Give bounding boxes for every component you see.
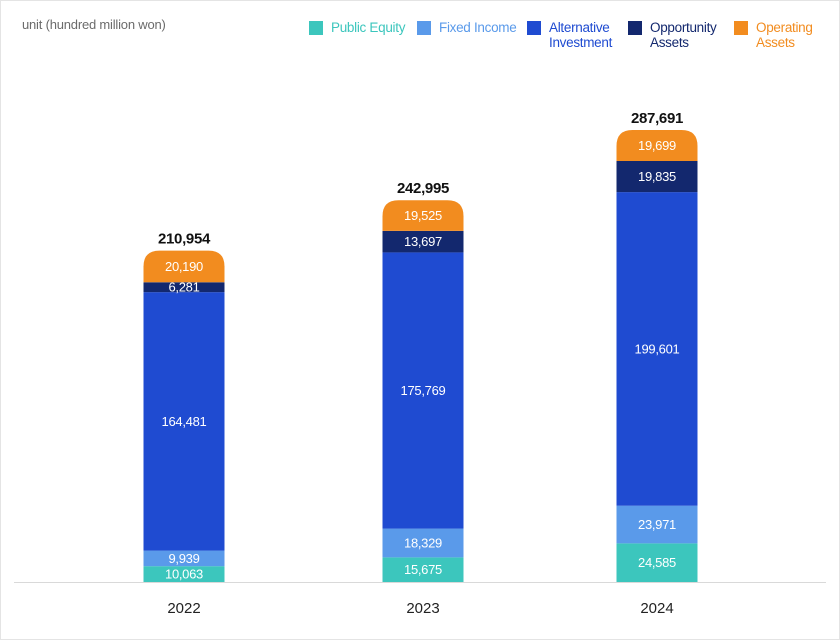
legend-swatch-fixed-income (417, 21, 431, 35)
value-label-fixed-income-2024: 23,971 (638, 517, 676, 532)
bar-segment-operating-assets-2023[interactable] (382, 200, 464, 231)
bar-segment-operating-assets-2022[interactable] (143, 250, 225, 283)
value-label-fixed-income-2022: 9,939 (168, 551, 199, 566)
legend-item-fixed-income[interactable]: Fixed Income (417, 20, 517, 35)
bar-segment-fixed-income-2022[interactable] (143, 550, 225, 567)
bar-segment-operating-assets-2024[interactable] (616, 130, 698, 161)
value-label-operating-assets-2023: 19,525 (404, 208, 442, 223)
bar-segment-public-equity-2024[interactable] (616, 543, 698, 582)
value-label-public-equity-2023: 15,675 (404, 562, 442, 577)
value-label-alternative-investment-2023: 175,769 (401, 383, 446, 398)
x-tick-label-2023: 2023 (406, 600, 439, 617)
legend-item-opportunity-assets[interactable]: Opportunity Assets (628, 20, 730, 50)
legend-label-fixed-income: Fixed Income (439, 20, 517, 35)
bar-segment-fixed-income-2023[interactable] (382, 528, 464, 558)
bars-layer (143, 130, 698, 582)
value-label-alternative-investment-2022: 164,481 (162, 414, 207, 429)
value-label-alternative-investment-2024: 199,601 (635, 341, 680, 356)
value-label-public-equity-2022: 10,063 (165, 567, 203, 582)
legend-label-public-equity: Public Equity (331, 20, 406, 35)
bar-segment-opportunity-assets-2023[interactable] (382, 230, 464, 253)
legend-label-alternative-investment: Alternative Investment (549, 20, 613, 50)
bar-segment-alternative-investment-2023[interactable] (382, 252, 464, 529)
bar-segment-alternative-investment-2024[interactable] (616, 192, 698, 506)
value-label-public-equity-2024: 24,585 (638, 555, 676, 570)
value-label-fixed-income-2023: 18,329 (404, 535, 442, 550)
x-tick-label-2022: 2022 (167, 600, 200, 617)
bar-segment-opportunity-assets-2022[interactable] (143, 282, 225, 293)
bar-segment-opportunity-assets-2024[interactable] (616, 160, 698, 193)
unit-label: unit (hundred million won) (22, 17, 166, 32)
legend-label-operating-assets: Operating Assets (756, 20, 813, 50)
legend-swatch-opportunity-assets (628, 21, 642, 35)
bar-segment-public-equity-2023[interactable] (382, 557, 464, 582)
total-label-2024: 287,691 (631, 110, 683, 127)
total-label-2022: 210,954 (158, 231, 211, 248)
value-label-opportunity-assets-2022: 6,281 (168, 280, 199, 295)
legend-swatch-alternative-investment (527, 21, 541, 35)
legend-item-operating-assets[interactable]: Operating Assets (734, 20, 824, 50)
legend-item-alternative-investment[interactable]: Alternative Investment (527, 20, 627, 50)
value-label-opportunity-assets-2024: 19,835 (638, 169, 676, 184)
value-label-operating-assets-2022: 20,190 (165, 259, 203, 274)
legend: Public Equity Fixed Income Alternative I… (1, 20, 839, 60)
value-label-operating-assets-2024: 19,699 (638, 138, 676, 153)
legend-item-public-equity[interactable]: Public Equity (309, 20, 405, 35)
legend-swatch-public-equity (309, 21, 323, 35)
legend-label-opportunity-assets: Opportunity Assets (650, 20, 717, 50)
x-tick-label-2024: 2024 (640, 600, 673, 617)
bar-segment-alternative-investment-2022[interactable] (143, 292, 225, 551)
value-label-opportunity-assets-2023: 13,697 (404, 234, 442, 249)
legend-swatch-operating-assets (734, 21, 748, 35)
bar-segment-public-equity-2022[interactable] (143, 566, 225, 582)
bar-segment-fixed-income-2024[interactable] (616, 505, 698, 544)
total-label-2023: 242,995 (397, 180, 449, 197)
